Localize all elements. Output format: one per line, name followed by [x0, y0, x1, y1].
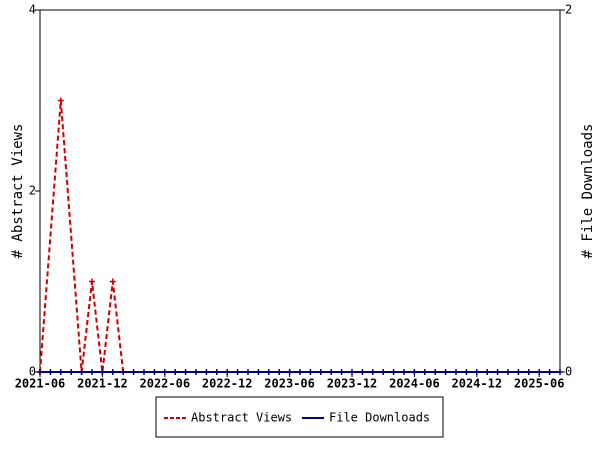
point-marker — [380, 369, 387, 375]
series-line — [39, 100, 125, 373]
point-marker — [359, 369, 366, 375]
point-marker — [47, 369, 54, 375]
point-marker — [234, 369, 241, 375]
point-marker — [338, 369, 345, 375]
point-marker — [432, 369, 439, 375]
legend-box — [155, 396, 444, 438]
x-tick-label: 2022-12 — [202, 377, 253, 391]
point-marker — [411, 369, 418, 375]
point-marker — [224, 369, 231, 375]
point-marker — [307, 369, 314, 375]
point-marker — [89, 369, 95, 375]
point-marker — [182, 369, 189, 375]
point-marker — [401, 369, 407, 375]
legend-label: File Downloads — [329, 411, 430, 425]
point-marker — [120, 369, 127, 375]
point-marker — [78, 369, 85, 375]
point-marker — [245, 369, 251, 375]
point-marker — [203, 369, 210, 375]
x-tick-label: 2024-06 — [389, 377, 440, 391]
y-axis-title: # Abstract Views — [10, 124, 26, 259]
point-marker — [317, 369, 324, 375]
point-marker — [193, 369, 199, 375]
point-marker — [484, 369, 491, 375]
point-marker — [421, 369, 428, 375]
point-marker — [265, 369, 272, 375]
point-marker — [57, 97, 64, 104]
x-tick-label: 2022-06 — [140, 377, 191, 391]
x-tick-label: 2023-06 — [264, 377, 315, 391]
point-marker — [68, 369, 75, 375]
x-tick-label: 2021-06 — [15, 377, 66, 391]
point-marker — [390, 369, 397, 375]
point-marker — [442, 369, 449, 375]
point-marker — [37, 369, 43, 375]
point-marker — [515, 369, 522, 375]
point-marker — [494, 369, 501, 375]
y-tick-label: 4 — [29, 3, 36, 17]
point-marker — [172, 369, 179, 375]
point-marker — [505, 369, 511, 375]
x-tick-label: 2021-12 — [77, 377, 128, 391]
x-tick-label: 2025-06 — [514, 377, 565, 391]
y2-tick-label: 0 — [565, 365, 572, 379]
point-marker — [369, 369, 376, 375]
point-marker — [525, 369, 532, 375]
point-marker — [349, 369, 355, 375]
y2-axis-title: # File Downloads — [580, 124, 596, 259]
point-marker — [213, 369, 220, 375]
point-marker — [161, 369, 168, 375]
x-tick-label: 2023-12 — [327, 377, 378, 391]
point-marker — [286, 369, 293, 375]
point-marker — [297, 369, 303, 375]
point-marker — [463, 369, 470, 375]
point-marker — [473, 369, 480, 375]
y-tick-label: 0 — [29, 365, 36, 379]
point-marker — [536, 369, 543, 375]
plot-frame — [39, 9, 561, 373]
point-marker — [141, 369, 147, 375]
point-marker — [89, 278, 95, 285]
point-marker — [276, 369, 283, 375]
point-marker — [557, 369, 563, 375]
point-marker — [99, 369, 106, 375]
point-marker — [130, 369, 137, 375]
point-marker — [151, 369, 158, 375]
legend-label: Abstract Views — [191, 411, 292, 425]
x-tick-label: 2024-12 — [452, 377, 503, 391]
point-marker — [328, 369, 335, 375]
point-marker — [255, 369, 262, 375]
point-marker — [546, 369, 553, 375]
point-marker — [109, 278, 116, 285]
point-marker — [453, 369, 459, 375]
point-marker — [109, 369, 116, 375]
y-tick-label: 2 — [29, 184, 36, 198]
y2-tick-label: 2 — [565, 3, 572, 17]
point-marker — [57, 369, 64, 375]
